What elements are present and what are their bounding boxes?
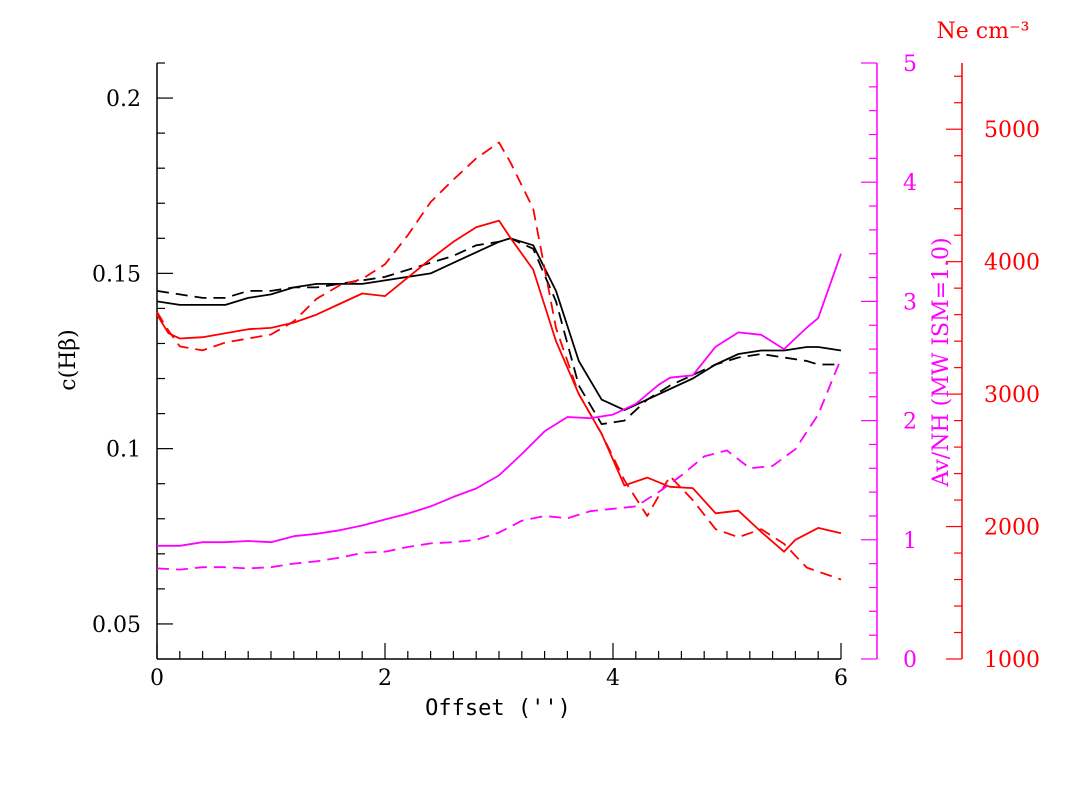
y2-tick-label: 2	[903, 410, 917, 435]
y-tick-label: 0.1	[106, 438, 141, 463]
series-line-red-solid	[156, 219, 842, 553]
series-line-red-dashed	[156, 141, 842, 581]
x-tick-label: 4	[606, 666, 620, 691]
y2-tick-label: 1	[903, 529, 917, 554]
y-tick-label: 0.2	[106, 87, 141, 112]
series-line-magenta-solid	[157, 253, 842, 547]
series-line-black-dashed	[156, 237, 841, 426]
y2-tick-label: 3	[903, 290, 917, 315]
y3-tick-label: 1000	[984, 648, 1040, 673]
y3-tick-label: 2000	[984, 516, 1040, 541]
y2-tick-label: 5	[903, 52, 917, 77]
y2-axis-title: Av/NH (MW ISM=1.0)	[929, 237, 954, 487]
x-tick-label: 6	[834, 666, 848, 691]
x-axis-title: Offset ('')	[425, 696, 571, 721]
y3-tick-label: 5000	[984, 118, 1040, 143]
labels: Offset ('') c(Hβ) Ne cm⁻³ Av/NH (MW ISM=…	[56, 19, 1029, 721]
x-tick-label: 0	[150, 666, 164, 691]
y2-tick-label: 4	[903, 171, 917, 196]
y-axis-title: c(Hβ)	[56, 329, 81, 390]
y3-tick-label: 4000	[984, 251, 1040, 276]
x-tick-label: 2	[378, 666, 392, 691]
y3-axis-title: Ne cm⁻³	[937, 19, 1030, 44]
series-line-black-solid	[156, 237, 842, 412]
y-tick-label: 0.15	[92, 262, 141, 287]
axes: 0 2 4 6 0.05 0.1 0.15 0.2 0 1 2 3 4 5 1000 2000 3000 4000…	[92, 52, 1040, 691]
y3-tick-label: 3000	[984, 383, 1040, 408]
series-layer	[156, 141, 842, 581]
series-line-magenta-dashed	[156, 358, 842, 571]
y2-tick-label: 0	[903, 648, 917, 673]
y-tick-label: 0.05	[92, 613, 141, 638]
